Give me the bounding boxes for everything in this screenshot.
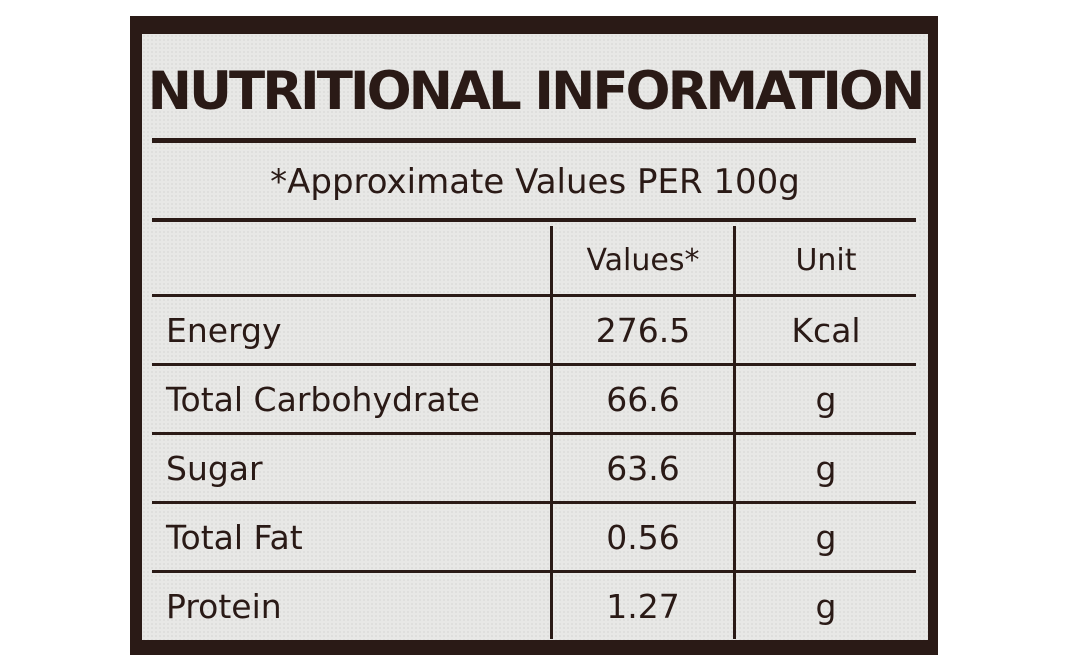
nutrition-label: NUTRITIONAL INFORMATION *Approximate Val… (130, 16, 938, 655)
table-row: Total Fat 0.56 g (152, 501, 916, 573)
nutrient-name: Total Carbohydrate (152, 363, 553, 435)
table-header-row: Values* Unit (152, 226, 916, 297)
nutrient-value: 66.6 (550, 363, 736, 435)
title-divider (152, 138, 916, 143)
label-panel: NUTRITIONAL INFORMATION *Approximate Val… (142, 34, 928, 640)
nutrient-name: Energy (152, 294, 553, 366)
table-row: Total Carbohydrate 66.6 g (152, 363, 916, 435)
table-row: Sugar 63.6 g (152, 432, 916, 504)
nutrient-unit: g (733, 570, 916, 639)
header-unit: Unit (733, 226, 916, 297)
nutrient-value: 63.6 (550, 432, 736, 504)
label-subtitle: *Approximate Values PER 100g (270, 162, 800, 202)
table-row: Energy 276.5 Kcal (152, 294, 916, 366)
nutrition-table: Values* Unit Energy 276.5 Kcal Total Car… (152, 226, 916, 639)
header-values: Values* (550, 226, 736, 297)
nutrient-unit: g (733, 363, 916, 435)
label-title: NUTRITIONAL INFORMATION (147, 61, 926, 122)
nutrient-unit: Kcal (733, 294, 916, 366)
table-row: Protein 1.27 g (152, 570, 916, 639)
nutrient-name: Total Fat (152, 501, 553, 573)
nutrient-unit: g (733, 432, 916, 504)
nutrient-name: Sugar (152, 432, 553, 504)
nutrient-value: 276.5 (550, 294, 736, 366)
subtitle-divider (152, 218, 916, 222)
nutrient-value: 0.56 (550, 501, 736, 573)
nutrient-name: Protein (152, 570, 553, 639)
nutrient-value: 1.27 (550, 570, 736, 639)
header-nutrient (152, 226, 553, 297)
nutrient-unit: g (733, 501, 916, 573)
